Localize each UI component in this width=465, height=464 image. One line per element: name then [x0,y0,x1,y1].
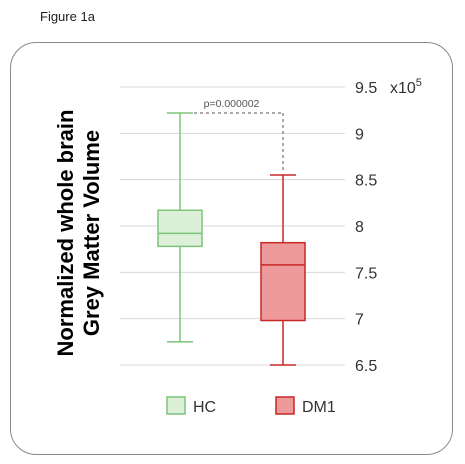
legend-item-dm1: DM1 [275,396,336,416]
legend-label: HC [193,399,216,416]
chart-panel [10,42,453,455]
p-value-label: p=0.000002 [204,98,260,110]
gridlines [120,86,345,366]
y-tick-label: 8 [355,219,364,236]
legend-label: DM1 [302,399,336,416]
y-tick-label: 8.5 [355,173,377,190]
box-iqr [157,209,203,248]
legend-swatch [166,396,186,415]
boxes [157,112,306,366]
y-multiplier-label: x105 [390,77,422,97]
box-iqr [260,241,306,322]
y-axis-ticks: 6.5 7 7.5 8 8.5 9 9.5 [355,80,377,375]
box-dm1 [260,174,306,366]
y-tick-label: 6.5 [355,358,377,375]
legend-item-hc: HC [166,396,216,416]
y-tick-label: 9 [355,126,364,143]
legend: HC DM1 [166,396,336,416]
y-axis-label-line2: Grey Matter Volume [79,130,104,336]
y-tick-label: 7.5 [355,265,377,282]
y-tick-label: 9.5 [355,80,377,97]
y-tick-label: 7 [355,312,364,329]
legend-swatch [275,396,295,415]
p-value-annotation: p=0.000002 [194,98,284,174]
figure-label: Figure 1a [40,9,95,24]
box-hc [157,112,203,343]
y-axis-label-line1: Normalized whole brain [53,110,78,357]
